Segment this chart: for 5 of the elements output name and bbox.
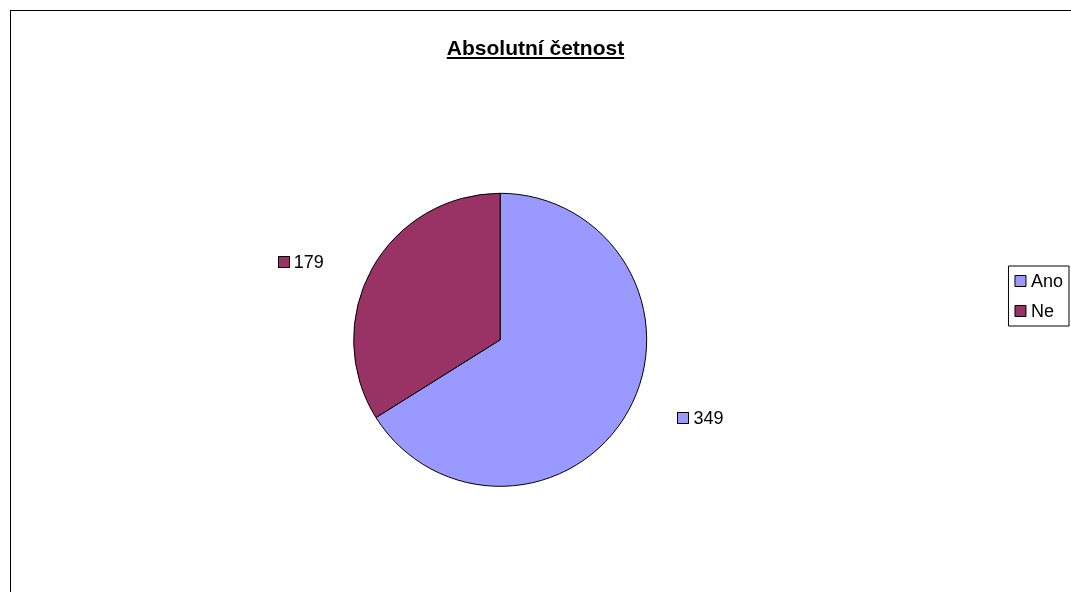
legend-label: Ne <box>1030 301 1054 321</box>
chart-title: Absolutní četnost <box>445 36 626 60</box>
legend-label: Ano <box>1030 271 1063 291</box>
data-label: 349 <box>693 408 724 429</box>
data-label: 179 <box>293 251 324 272</box>
